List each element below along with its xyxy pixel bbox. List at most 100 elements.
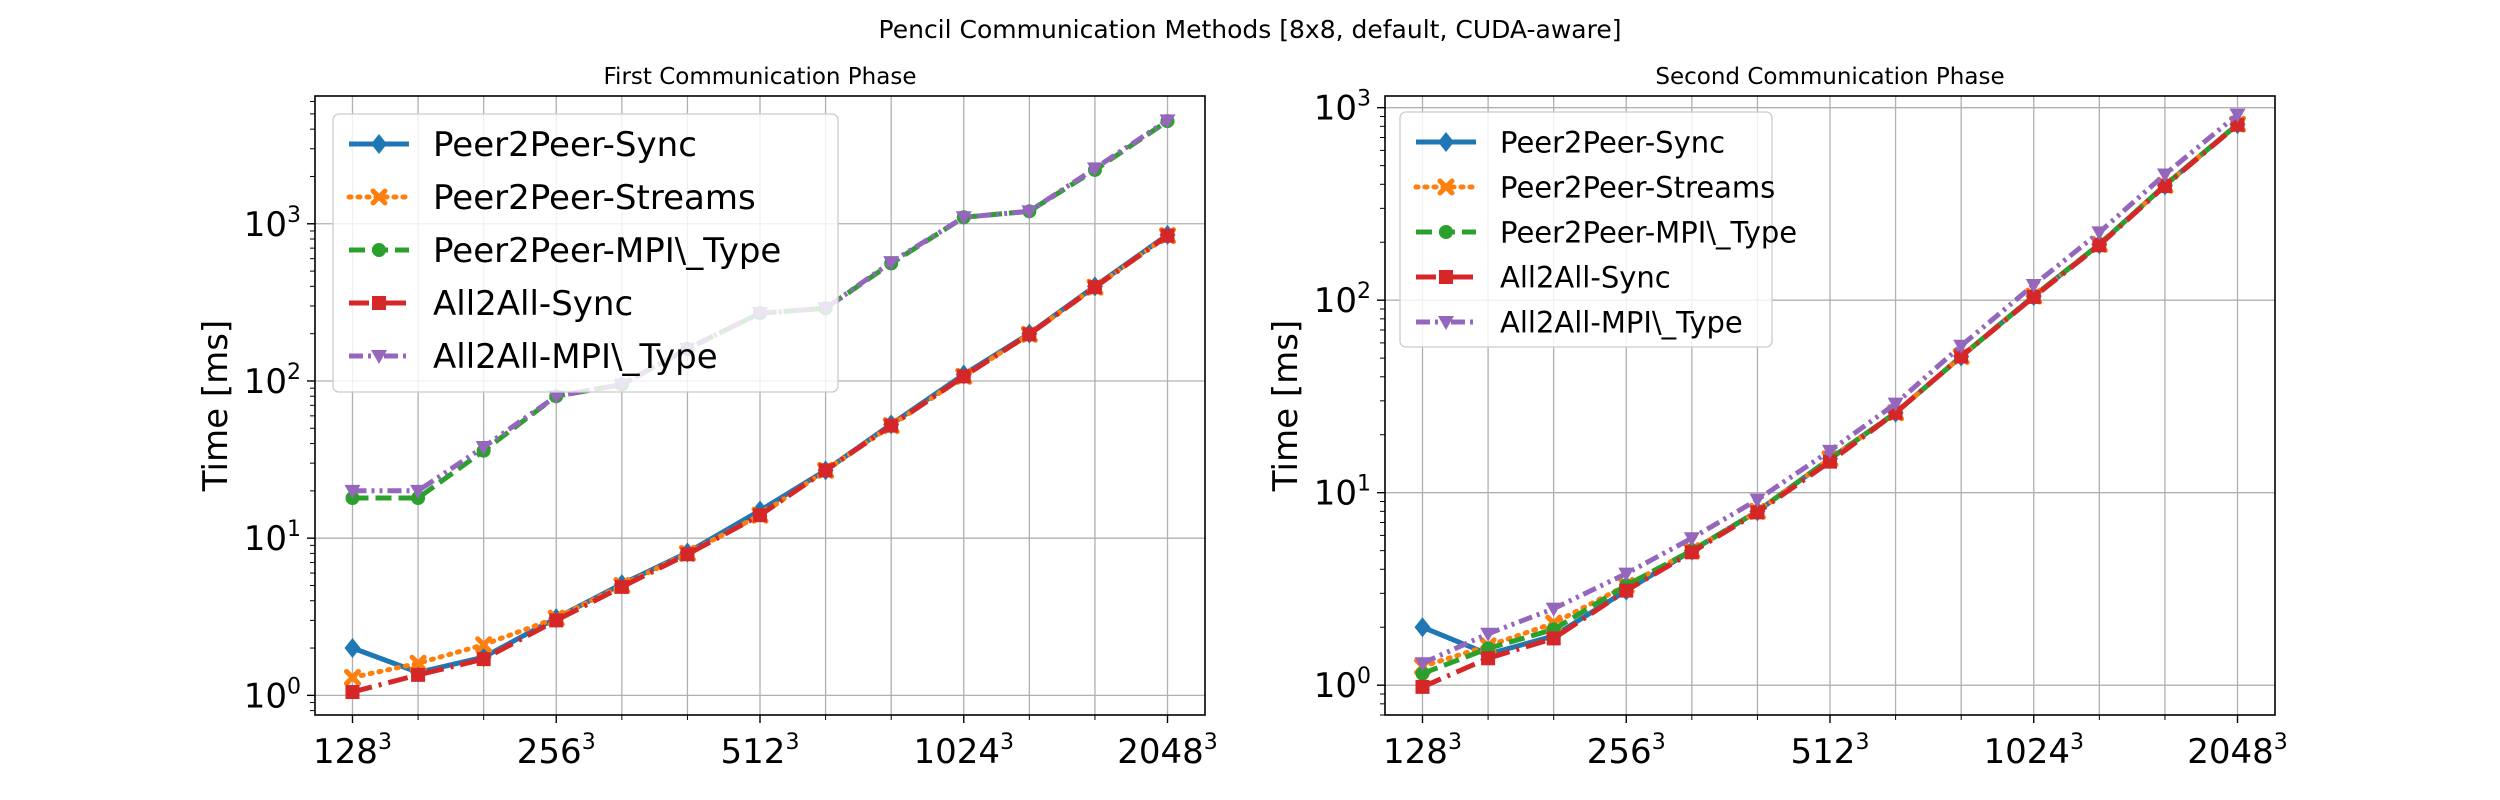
series-all2all-sync — [345, 228, 1175, 700]
data-point — [2157, 178, 2172, 193]
data-point — [345, 685, 360, 700]
data-point — [2092, 238, 2107, 253]
data-point — [680, 547, 695, 562]
data-point — [614, 579, 629, 594]
y-tick-label: 101 — [244, 517, 301, 559]
legend-item: All2All-MPI\_Type — [349, 337, 718, 377]
data-point — [1618, 567, 1635, 582]
data-point — [409, 654, 427, 672]
legend-item: All2All-Sync — [1416, 260, 1671, 294]
x-tick-label: 5123 — [721, 730, 800, 772]
chart-title: Second Communication Phase — [1655, 64, 2004, 90]
y-tick-label: 100 — [1314, 664, 1371, 706]
data-point — [1546, 631, 1561, 646]
data-point — [1619, 583, 1634, 598]
y-axis-label: Time [ms] — [196, 320, 236, 492]
data-point — [1415, 679, 1430, 694]
data-point — [410, 484, 427, 499]
data-point — [2091, 226, 2108, 241]
data-point — [411, 667, 426, 682]
legend-label: Peer2Peer-Sync — [1500, 125, 1725, 159]
data-point — [1749, 493, 1766, 508]
y-tick-label: 100 — [244, 674, 301, 716]
y-axis-label: Time [ms] — [1266, 320, 1306, 492]
x-tick-label: 2563 — [1587, 730, 1666, 772]
series-all2all-mpi-type — [1414, 108, 2246, 672]
data-point — [475, 636, 493, 654]
data-point — [1684, 545, 1699, 560]
data-point — [1415, 666, 1430, 681]
legend-marker — [372, 296, 386, 310]
data-point — [1159, 114, 1176, 129]
y-tick-label: 102 — [244, 360, 301, 402]
x-tick-label: 20483 — [2187, 730, 2288, 772]
data-point — [1481, 651, 1496, 666]
legend-marker — [371, 134, 387, 154]
data-point — [1822, 444, 1838, 459]
figure-title: Pencil Communication Methods [8x8, defau… — [879, 15, 1622, 44]
chart-title: First Communication Phase — [604, 64, 917, 90]
x-tick-label: 1283 — [313, 730, 392, 772]
legend-marker — [371, 350, 387, 364]
data-point — [548, 390, 565, 405]
legend: Peer2Peer-Sync Peer2Peer-Streams Peer2Peer… — [332, 113, 839, 393]
legend-item: Peer2Peer-Sync — [349, 125, 697, 165]
x-tick-label: 10243 — [913, 730, 1014, 772]
legend-item: Peer2Peer-Streams — [1413, 170, 1775, 204]
data-point — [955, 211, 972, 226]
data-point — [1823, 454, 1837, 469]
legend-marker — [1437, 178, 1455, 196]
legend-label: Peer2Peer-Streams — [433, 178, 756, 218]
legend-marker — [370, 188, 388, 206]
data-point — [549, 613, 564, 628]
data-point — [1086, 162, 1103, 177]
legend-item: Peer2Peer-Sync — [1416, 125, 1725, 159]
data-point — [1750, 505, 1765, 520]
data-point — [956, 369, 971, 384]
legend-label: Peer2Peer-Sync — [433, 125, 697, 165]
data-point — [344, 484, 361, 499]
legend-label: All2All-MPI\_Type — [433, 337, 718, 377]
data-point — [1022, 327, 1037, 342]
data-point — [883, 256, 900, 271]
legend-item: All2All-MPI\_Type — [1416, 305, 1743, 339]
x-tick-label: 20483 — [1117, 730, 1218, 772]
y-tick-label: 102 — [1314, 279, 1371, 321]
data-point — [2025, 278, 2042, 293]
first-phase-chart: 100 101 102 103 1283 2563 5123 10243 20483 First … — [196, 64, 1218, 772]
legend-marker — [372, 243, 386, 257]
y-tick-label: 103 — [1314, 87, 1371, 129]
data-point — [2026, 289, 2041, 304]
legend-box — [332, 113, 839, 393]
data-point — [1683, 532, 1700, 547]
data-point — [476, 652, 491, 667]
data-point — [1887, 397, 1904, 412]
data-point — [1021, 205, 1038, 220]
x-tick-label: 2563 — [517, 730, 596, 772]
data-point — [344, 638, 361, 659]
second-phase-chart: 100 101 102 103 1283 2563 5123 10243 20483 Second… — [1266, 64, 2288, 772]
data-point — [1545, 602, 1562, 617]
data-point — [753, 508, 767, 523]
data-point — [2230, 117, 2245, 132]
legend-label: All2All-Sync — [433, 284, 633, 324]
legend-label: Peer2Peer-Streams — [1500, 170, 1775, 204]
legend-item: Peer2Peer-MPI\_Type — [349, 231, 781, 271]
data-point — [475, 441, 492, 456]
data-point — [2229, 108, 2246, 123]
legend: Peer2Peer-Sync Peer2Peer-Streams Peer2Peer… — [1399, 111, 1797, 348]
legend-marker — [1439, 270, 1453, 284]
data-point — [1953, 339, 1970, 354]
x-tick-label: 10243 — [1983, 730, 2084, 772]
legend-item: Peer2Peer-MPI\_Type — [1416, 215, 1797, 249]
data-point — [1888, 405, 1903, 420]
legend-label: Peer2Peer-MPI\_Type — [1500, 215, 1797, 249]
data-point — [343, 668, 361, 686]
x-tick-label: 1283 — [1383, 730, 1462, 772]
y-tick-label: 101 — [1314, 472, 1371, 514]
legend-box — [1399, 111, 1773, 348]
series-all2all-sync — [1415, 117, 2245, 694]
data-point — [1414, 657, 1431, 672]
data-point — [1480, 627, 1497, 642]
